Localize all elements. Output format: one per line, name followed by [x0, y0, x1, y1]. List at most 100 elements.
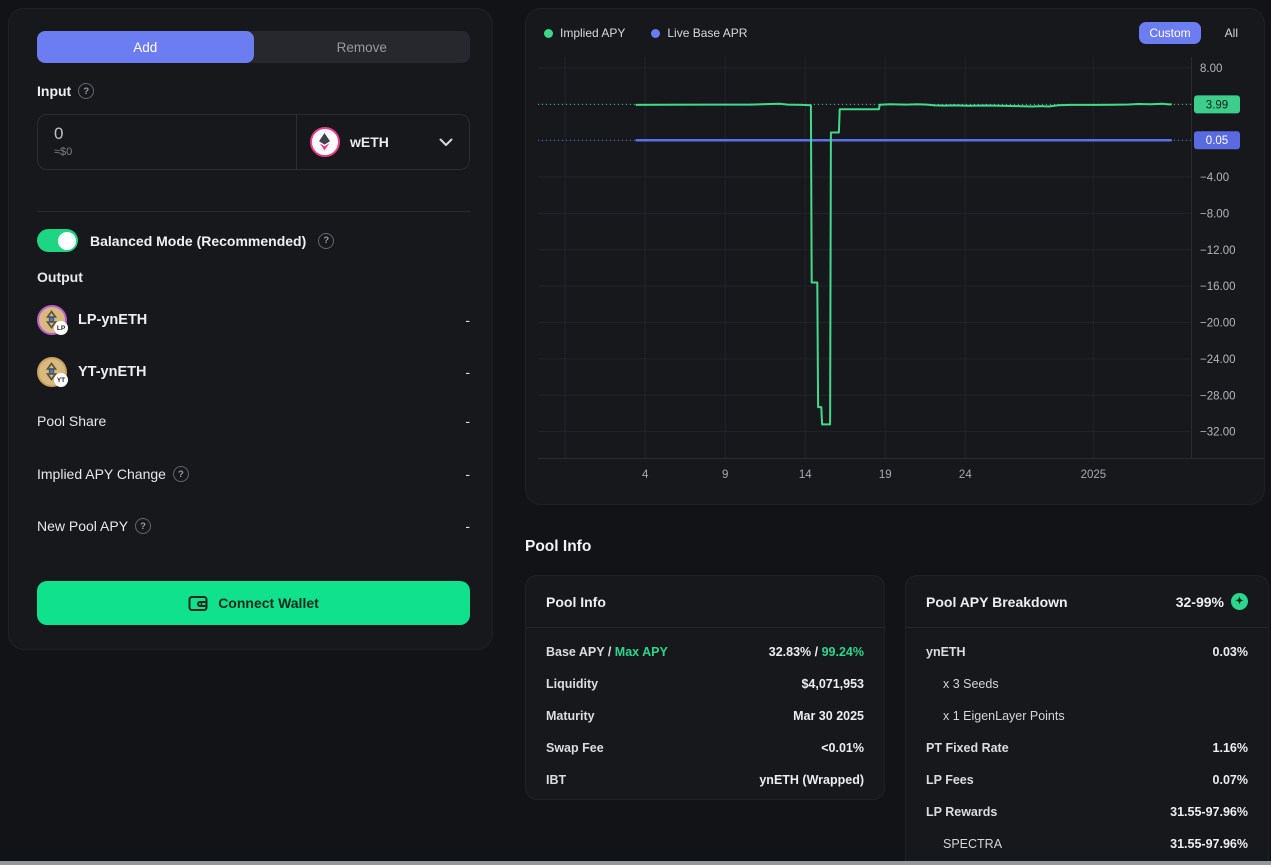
divider — [37, 211, 470, 212]
summary-row: New Pool APY? - — [37, 518, 470, 534]
pool-info-value: $4,071,953 — [801, 677, 864, 691]
chart-range-buttons: Custom All — [1139, 22, 1248, 44]
output-token-value: - — [465, 364, 470, 380]
output-token-row: YT YT-ynETH - — [37, 356, 470, 388]
apy-breakdown-row: ynETH0.03% — [926, 636, 1248, 668]
range-button-custom[interactable]: Custom — [1139, 22, 1200, 44]
balanced-mode-help-icon[interactable]: ? — [318, 233, 334, 249]
range-button-all[interactable]: All — [1215, 22, 1248, 44]
apy-breakdown-row: PT Fixed Rate1.16% — [926, 732, 1248, 764]
tab-add[interactable]: Add — [37, 31, 254, 63]
token-badge: YT — [54, 373, 68, 387]
svg-text:8.00: 8.00 — [1200, 63, 1222, 75]
input-label-row: Input ? — [37, 83, 94, 99]
input-label: Input — [37, 83, 71, 99]
apy-chart[interactable]: 8.00 −4.00 −8.00 −12.00 −16.00 −20.00 −24.00 −2… — [526, 9, 1264, 504]
apy-breakdown-label: LP Fees — [926, 773, 974, 787]
svg-text:0.05: 0.05 — [1206, 135, 1228, 147]
summary-value: - — [465, 413, 470, 429]
pool-info-value: Mar 30 2025 — [793, 709, 864, 723]
balanced-mode-toggle[interactable] — [37, 229, 78, 252]
apy-breakdown-row: LP Rewards 31.55-97.96% — [926, 796, 1248, 828]
apy-breakdown-header: Pool APY Breakdown 32-99% ✦ — [906, 576, 1268, 628]
amount-input[interactable] — [54, 124, 280, 144]
pool-info-card: Pool Info Base APY / Max APY32.83% / 99.… — [525, 575, 885, 800]
svg-text:−16.00: −16.00 — [1200, 281, 1236, 293]
weth-token-icon — [310, 127, 340, 157]
apy-breakdown-title: Pool APY Breakdown — [926, 594, 1068, 610]
sparkle-icon: ✦ — [1231, 593, 1248, 610]
token-selector[interactable]: wETH — [296, 115, 469, 169]
svg-text:−12.00: −12.00 — [1200, 245, 1236, 257]
apy-breakdown-value: 1.16% — [1213, 741, 1248, 755]
apy-breakdown-value: 31.55-97.96% — [1170, 837, 1248, 851]
apy-breakdown-label: ynETH — [926, 645, 966, 659]
balanced-mode-row: Balanced Mode (Recommended) ? — [37, 229, 334, 252]
apy-breakdown-value: 31.55-97.96% — [1170, 805, 1248, 819]
summary-value: - — [465, 518, 470, 534]
output-token-name: LP-ynETH — [78, 312, 147, 328]
chevron-down-icon — [439, 138, 453, 147]
apy-breakdown-row: x 3 Seeds — [926, 668, 1248, 700]
svg-text:−8.00: −8.00 — [1200, 208, 1229, 220]
pool-info-label: IBT — [546, 773, 566, 787]
pool-info-value: 32.83% / 99.24% — [769, 645, 864, 659]
summary-label: New Pool APY — [37, 518, 128, 534]
amount-input-box: ≈$0 wETH — [37, 114, 470, 170]
svg-text:3.99: 3.99 — [1206, 99, 1228, 111]
pool-info-row: Liquidity $4,071,953 — [546, 668, 864, 700]
horizontal-scrollbar[interactable] — [0, 861, 1271, 865]
pool-info-value-accent: 99.24% — [822, 645, 864, 659]
pool-info-rows: Base APY / Max APY 32.83% / 99.24% Liquidi… — [526, 628, 884, 796]
output-token-name: YT-ynETH — [78, 364, 146, 380]
svg-text:−32.00: −32.00 — [1200, 427, 1236, 439]
svg-text:−4.00: −4.00 — [1200, 172, 1229, 184]
legend-label: Live Base APR — [667, 26, 747, 40]
add-remove-tabs: Add Remove — [37, 31, 470, 63]
apy-breakdown-row: LP Fees 0.07% — [926, 764, 1248, 796]
apy-breakdown-value: 0.07% — [1213, 773, 1248, 787]
legend-dot-icon — [651, 29, 660, 38]
apy-breakdown-label: LP Rewards — [926, 805, 997, 819]
output-label: Output — [37, 269, 83, 285]
pool-info-value: ynETH (Wrapped) — [759, 773, 864, 787]
tab-remove[interactable]: Remove — [254, 31, 471, 63]
summary-label: Pool Share — [37, 413, 106, 429]
apy-total-value: 32-99% — [1176, 594, 1224, 610]
svg-text:24: 24 — [959, 469, 972, 481]
token-name: wETH — [350, 134, 389, 150]
apy-breakdown-total: 32-99% ✦ — [1176, 593, 1248, 610]
liquidity-panel: Add Remove Input ? ≈$0 wETH Balanced M — [8, 8, 493, 650]
pool-info-label: Base APY / Max APY — [546, 645, 668, 659]
input-help-icon[interactable]: ? — [78, 83, 94, 99]
summary-value: - — [465, 466, 470, 482]
amount-cell: ≈$0 — [38, 115, 296, 169]
token-badge: LP — [54, 321, 68, 335]
svg-text:9: 9 — [722, 469, 728, 481]
svg-text:−20.00: −20.00 — [1200, 318, 1236, 330]
wallet-icon — [188, 595, 208, 612]
svg-text:19: 19 — [879, 469, 892, 481]
help-icon[interactable]: ? — [173, 466, 189, 482]
help-icon[interactable]: ? — [135, 518, 151, 534]
legend-label: Implied APY — [560, 26, 625, 40]
output-token-value: - — [465, 312, 470, 328]
apy-breakdown-rows: ynETH0.03%x 3 Seedsx 1 EigenLayer Points… — [906, 628, 1268, 860]
pool-info-label-accent: Max APY — [615, 645, 668, 659]
legend-dot-icon — [544, 29, 553, 38]
lp-yneth-icon: LP — [37, 305, 67, 335]
balanced-mode-label: Balanced Mode (Recommended) — [90, 233, 306, 249]
amount-usd-value: ≈$0 — [54, 146, 280, 158]
output-token-row: LP LP-ynETH - — [37, 304, 470, 336]
connect-wallet-button[interactable]: Connect Wallet — [37, 581, 470, 625]
svg-text:−28.00: −28.00 — [1200, 390, 1236, 402]
pool-info-label: Maturity — [546, 709, 595, 723]
legend-item: Live Base APR — [651, 26, 747, 40]
chart-legend: Implied APY Live Base APR — [544, 26, 747, 40]
pool-info-row: Maturity Mar 30 2025 — [546, 700, 864, 732]
connect-wallet-label: Connect Wallet — [218, 595, 319, 611]
pool-info-label: Liquidity — [546, 677, 598, 691]
yt-yneth-icon: YT — [37, 357, 67, 387]
summary-label: Implied APY Change — [37, 466, 166, 482]
svg-text:−24.00: −24.00 — [1200, 354, 1236, 366]
